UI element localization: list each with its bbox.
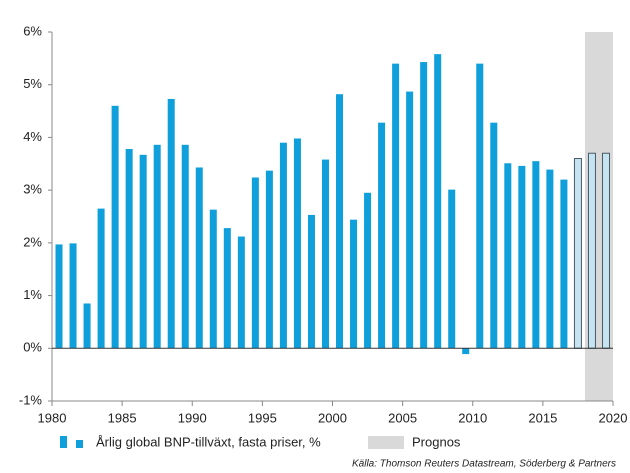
- bar: [265, 170, 273, 349]
- bar: [336, 94, 344, 349]
- bar: [55, 244, 63, 349]
- bar: [448, 189, 456, 349]
- y-tick-label: 2%: [23, 234, 42, 249]
- x-tick-label: 1985: [108, 410, 137, 425]
- bar: [195, 167, 203, 349]
- bar: [420, 62, 428, 349]
- x-tick-label: 1980: [38, 410, 67, 425]
- bar: [490, 122, 498, 349]
- x-tick-label: 2015: [528, 410, 557, 425]
- bar: [153, 144, 161, 349]
- bar: [69, 243, 77, 349]
- bar: [125, 149, 133, 349]
- bar: [434, 54, 442, 349]
- bar: [321, 159, 329, 349]
- forecast-bar: [601, 152, 610, 349]
- bar: [350, 219, 358, 349]
- bar: [181, 144, 189, 349]
- bar: [462, 348, 470, 355]
- bar: [209, 209, 217, 349]
- bar: [378, 122, 386, 349]
- bar: [111, 105, 119, 349]
- bar: [279, 142, 287, 349]
- bar: [392, 63, 400, 349]
- x-tick-label: 1995: [248, 410, 277, 425]
- bar: [546, 169, 554, 349]
- x-tick-label: 2005: [388, 410, 417, 425]
- y-tick-label: 3%: [23, 182, 42, 197]
- bar: [364, 192, 372, 349]
- bar: [476, 63, 484, 349]
- forecast-bar: [573, 158, 582, 349]
- bar: [406, 91, 414, 349]
- y-tick-label: 1%: [23, 287, 42, 302]
- legend-label: Prognos: [412, 434, 461, 449]
- forecast-bar: [587, 152, 596, 349]
- legend-swatch: [368, 436, 404, 449]
- bar: [518, 165, 526, 349]
- legend-swatch: [76, 440, 83, 448]
- bar: [223, 228, 231, 349]
- x-tick-label: 2020: [599, 410, 628, 425]
- bar: [560, 179, 568, 349]
- bar: [83, 303, 91, 349]
- bar: [251, 177, 259, 349]
- bar: [167, 98, 175, 349]
- bar: [532, 161, 540, 349]
- y-tick-label: 0%: [23, 340, 42, 355]
- bar: [293, 138, 301, 349]
- y-tick-label: 6%: [23, 23, 42, 38]
- x-tick-label: 1990: [178, 410, 207, 425]
- bar: [504, 163, 512, 349]
- bar: [307, 214, 315, 349]
- legend-label: Årlig global BNP-tillväxt, fasta priser,…: [96, 434, 321, 449]
- bar: [237, 236, 245, 349]
- y-tick-label: 4%: [23, 129, 42, 144]
- y-tick-label: 5%: [23, 76, 42, 91]
- x-tick-label: 2000: [318, 410, 347, 425]
- legend-swatch: [60, 436, 67, 448]
- bar: [97, 208, 105, 349]
- x-tick-label: 2010: [458, 410, 487, 425]
- y-tick-label: -1%: [19, 392, 43, 407]
- bar: [139, 154, 147, 349]
- source-note: Källa: Thomson Reuters Datastream, Söder…: [352, 459, 616, 470]
